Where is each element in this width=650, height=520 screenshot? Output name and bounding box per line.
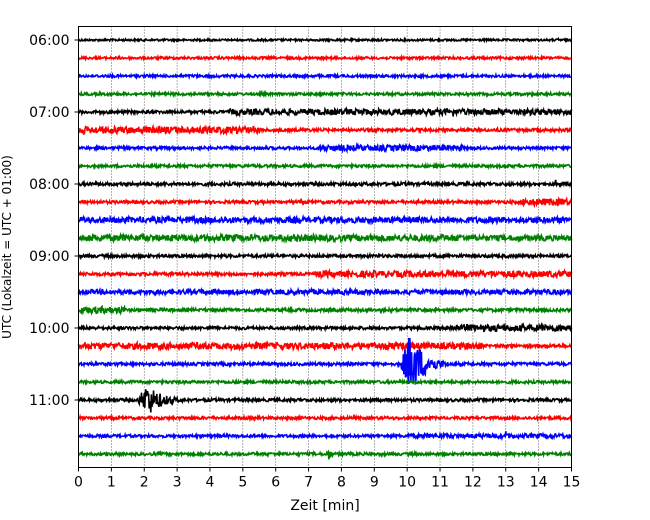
y-tick-label: 11:00 — [29, 393, 69, 409]
trace-0930 — [77, 286, 573, 298]
trace-1145 — [78, 449, 572, 460]
x-tick-label: 5 — [238, 475, 247, 491]
x-axis-ticks: 0 1 2 3 4 5 6 7 8 9 10 11 12 13 14 15 — [74, 467, 581, 491]
trace-0645 — [77, 89, 573, 99]
x-tick-label: 2 — [140, 475, 149, 491]
trace-1015 — [77, 339, 573, 353]
y-tick-label: 06:00 — [29, 33, 69, 49]
x-tick-label: 12 — [464, 475, 482, 491]
trace-0845 — [77, 231, 573, 245]
trace-0945 — [78, 304, 573, 316]
x-tick-label: 0 — [74, 475, 83, 491]
trace-0715 — [78, 123, 573, 137]
trace-0800 — [77, 179, 573, 189]
seismic-traces — [77, 36, 573, 460]
trace-0815 — [77, 196, 573, 209]
y-axis-label: UTC (Lokalzeit = UTC + 01:00) — [0, 155, 14, 339]
trace-0600 — [77, 36, 572, 44]
trace-1100 — [77, 389, 573, 413]
trace-0615 — [77, 53, 573, 63]
x-tick-label: 7 — [304, 475, 313, 491]
x-tick-label: 11 — [431, 475, 449, 491]
x-tick-label: 13 — [497, 475, 515, 491]
trace-1045 — [77, 377, 573, 387]
x-tick-label: 10 — [398, 475, 416, 491]
x-tick-label: 15 — [563, 475, 581, 491]
trace-0915 — [77, 267, 573, 281]
plot-frame — [78, 26, 572, 468]
y-tick-label: 09:00 — [29, 249, 69, 265]
trace-1115 — [77, 413, 573, 423]
trace-1030 — [77, 337, 573, 385]
trace-0630 — [78, 71, 572, 81]
x-tick-label: 14 — [530, 475, 548, 491]
trace-0830 — [77, 213, 573, 226]
x-tick-label: 1 — [107, 475, 116, 491]
x-tick-label: 6 — [271, 475, 280, 491]
x-axis-label: Zeit [min] — [290, 498, 359, 514]
y-tick-label: 10:00 — [29, 321, 69, 337]
trace-1000 — [77, 321, 573, 334]
x-tick-label: 8 — [337, 475, 346, 491]
y-tick-label: 08:00 — [29, 177, 69, 193]
trace-0900 — [78, 251, 572, 261]
trace-0700 — [78, 106, 573, 118]
trace-0745 — [78, 161, 573, 171]
y-axis-ticks: 06:00 07:00 08:00 09:00 10:00 11:00 — [29, 33, 79, 409]
x-tick-label: 3 — [173, 475, 182, 491]
trace-1130 — [77, 431, 573, 442]
y-tick-label: 07:00 — [29, 105, 69, 121]
trace-0730 — [77, 141, 573, 154]
x-tick-label: 9 — [370, 475, 379, 491]
x-tick-label: 4 — [206, 475, 215, 491]
